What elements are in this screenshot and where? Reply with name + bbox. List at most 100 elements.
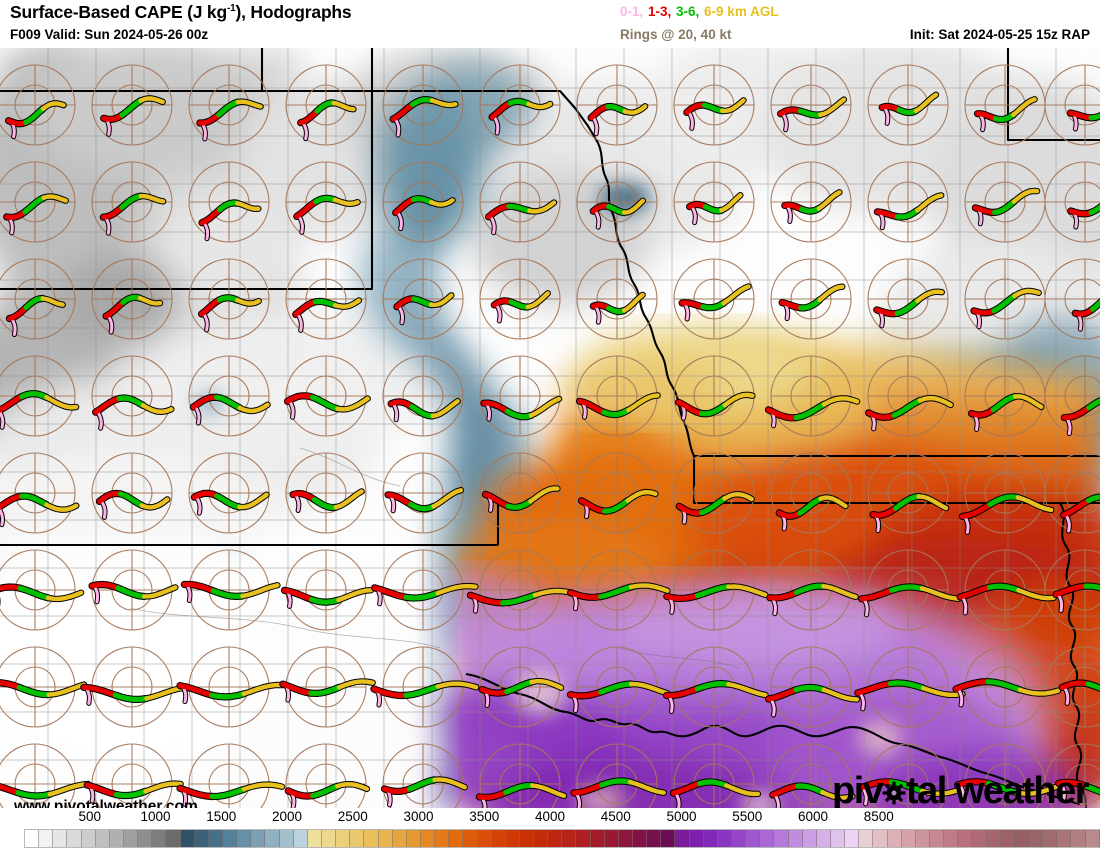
- hodograph-segment: [197, 112, 222, 126]
- hodograph-segment: [576, 398, 607, 415]
- hodograph-segment: [676, 503, 705, 516]
- colorbar-swatch: [901, 830, 916, 847]
- hodograph-segment: [891, 397, 923, 418]
- colorbar-swatch: [364, 830, 379, 847]
- colorbar-swatches[interactable]: [24, 829, 1100, 848]
- colorbar-swatch: [251, 830, 266, 847]
- hodograph-segment: [293, 299, 318, 317]
- colorbar-swatch: [576, 830, 591, 847]
- hodograph-segment: [428, 293, 454, 308]
- hodograph-segment: [987, 494, 1021, 507]
- cape-map-canvas[interactable]: [0, 48, 1100, 808]
- colorbar-tick: 5500: [732, 809, 763, 824]
- hodograph-segment: [507, 98, 531, 107]
- hodograph-segment: [957, 584, 992, 600]
- colorbar-tick: 3500: [469, 809, 500, 824]
- hodograph-segment: [915, 289, 944, 304]
- hodograph-segment: [467, 592, 506, 606]
- hodograph-segment: [567, 689, 604, 699]
- hodograph-segment: [874, 307, 900, 317]
- hodograph-segment: [214, 493, 243, 510]
- hodograph-segment: [333, 489, 364, 510]
- hodograph-segment: [435, 583, 478, 596]
- colorbar-swatch: [25, 830, 40, 847]
- hodograph-segment: [489, 100, 513, 120]
- hodograph-segment: [799, 205, 822, 214]
- colorbar-swatch: [944, 830, 959, 847]
- hodograph-segment: [144, 685, 187, 701]
- hodograph-segment: [22, 195, 47, 215]
- hodograph-segment: [96, 490, 124, 504]
- hodograph-segment: [916, 494, 949, 511]
- hodograph-segment: [816, 190, 842, 211]
- colorbar-swatch: [915, 830, 930, 847]
- hodograph-segment: [1056, 779, 1090, 790]
- colorbar[interactable]: 500 1000 1500 2000 2500 3000 3500 4000 4500 5000 5…: [0, 808, 1100, 850]
- hodograph-segment: [411, 296, 434, 308]
- hodograph-segment: [858, 779, 895, 791]
- hodograph-segment: [403, 590, 441, 601]
- hodograph-segment: [670, 780, 703, 796]
- hodograph-segment: [100, 204, 125, 220]
- hodograph-segment: [103, 299, 126, 319]
- colorbar-swatch: [449, 830, 464, 847]
- hodograph-segment: [285, 788, 316, 799]
- hodograph-segment: [622, 198, 645, 215]
- hodograph-segment: [393, 117, 401, 137]
- hodograph-segment: [955, 779, 992, 788]
- hodograph-segment: [818, 495, 848, 509]
- hodograph-segment: [1061, 405, 1092, 421]
- hodograph-segment: [40, 101, 66, 111]
- hodograph-segment: [855, 680, 894, 696]
- colorbar-swatch: [406, 830, 421, 847]
- hodograph-segment: [795, 783, 826, 795]
- colorbar-tick: 2500: [337, 809, 368, 824]
- hodograph-segment: [476, 789, 509, 800]
- hodograph-segment: [726, 584, 768, 597]
- colorbar-swatch: [67, 830, 82, 847]
- hodograph-segment: [235, 297, 261, 306]
- hodograph-segment: [40, 296, 65, 307]
- hodograph-segment: [503, 782, 535, 795]
- colorbar-swatch: [208, 830, 223, 847]
- colorbar-swatch: [845, 830, 860, 847]
- hodograph-segment: [972, 205, 998, 215]
- hodograph-segment: [921, 685, 965, 697]
- hodograph-segment: [701, 102, 725, 114]
- hodograph-segment: [214, 394, 243, 411]
- hodograph-traces: [0, 91, 1100, 808]
- hodograph-segment: [314, 100, 337, 114]
- hodograph-segment: [594, 304, 601, 324]
- hodograph-segment: [294, 199, 319, 219]
- hodograph-segment: [84, 782, 119, 798]
- hodograph-segment: [492, 115, 500, 135]
- hodograph-segment: [598, 584, 634, 600]
- hodograph-segment: [237, 402, 270, 414]
- hodograph-segment: [1017, 687, 1061, 696]
- hodograph-segment: [46, 682, 87, 697]
- hodograph-segment: [0, 493, 25, 510]
- hodograph-segment: [202, 221, 210, 241]
- hodograph-segment: [137, 295, 163, 306]
- hodograph-segment: [1011, 188, 1040, 204]
- hodograph-segment: [605, 103, 628, 114]
- hodograph-segment: [1015, 495, 1054, 513]
- hodograph-segment: [331, 100, 356, 112]
- hodograph-segment: [191, 490, 220, 500]
- hodograph-segment: [893, 493, 922, 511]
- hodograph-segment: [388, 399, 415, 410]
- hodograph-segment: [430, 399, 460, 419]
- colorbar-swatch: [350, 830, 365, 847]
- hodograph-segment: [1062, 685, 1070, 705]
- hodograph-segment: [628, 583, 670, 593]
- hodograph-segment: [410, 97, 435, 108]
- colorbar-swatch: [435, 830, 450, 847]
- hodograph-segment: [403, 684, 441, 698]
- colorbar-swatch: [548, 830, 563, 847]
- hodograph-segment: [335, 396, 370, 412]
- hodograph-segment: [202, 312, 209, 332]
- hodograph-segment: [280, 681, 314, 696]
- hodograph-segment: [960, 595, 968, 615]
- level-legend-0: 0-1,: [620, 4, 648, 19]
- hodograph-segment: [484, 401, 491, 421]
